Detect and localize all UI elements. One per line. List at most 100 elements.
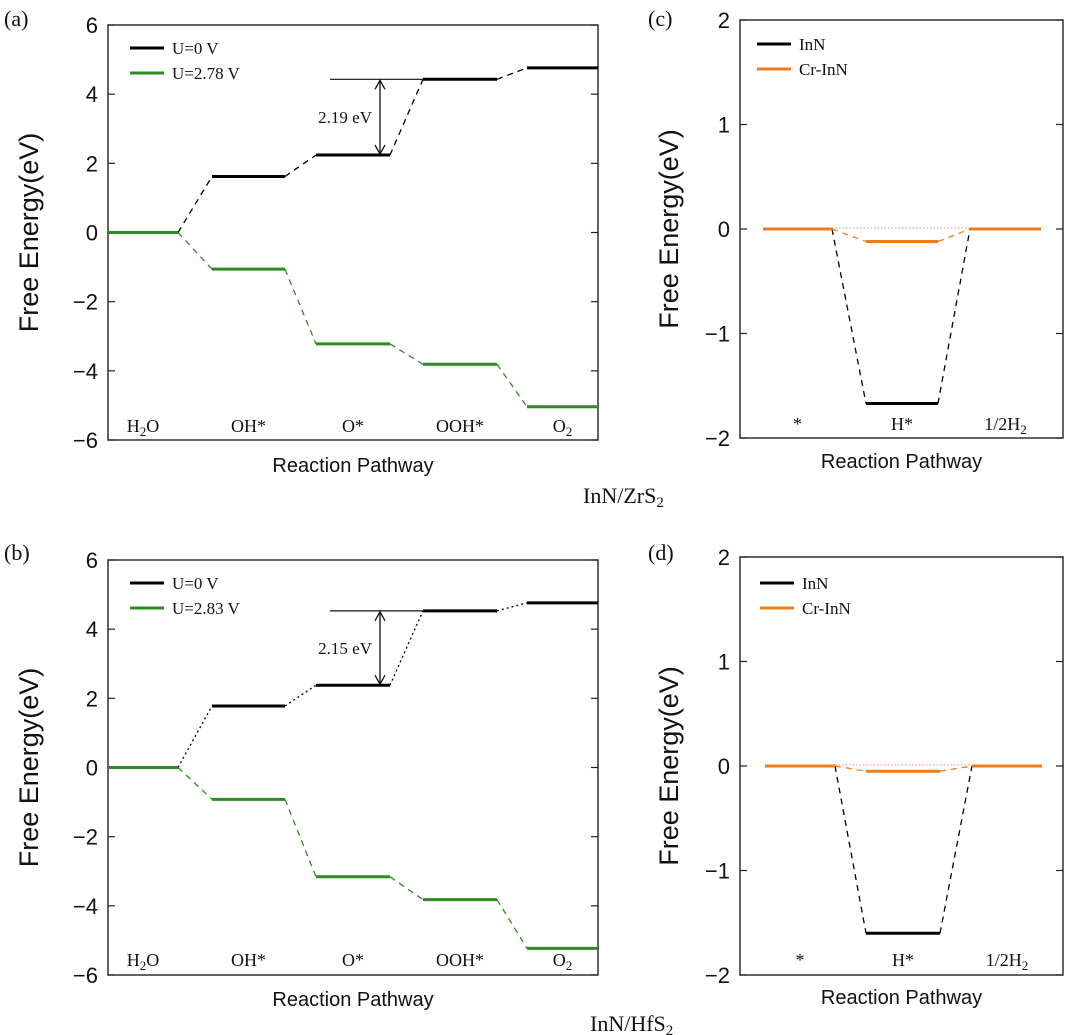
connector-line — [834, 765, 867, 934]
y-tick-label: −1 — [705, 322, 730, 347]
y-tick-label: 0 — [718, 754, 730, 779]
y-tick-label: −2 — [705, 426, 730, 451]
category-label-star: * — [793, 414, 802, 434]
y-tick-label: −6 — [73, 428, 98, 453]
panel-label: (d) — [648, 540, 674, 565]
barrier-annotation: 2.15 eV — [318, 610, 425, 686]
connector-line — [496, 899, 528, 949]
y-tick-label: 2 — [718, 8, 730, 33]
series-cr-inn — [763, 227, 1041, 244]
connector-line — [389, 876, 424, 901]
connector-line — [834, 765, 867, 772]
category-label-1-2h2: 1/2H2 — [984, 414, 1027, 437]
y-tick-label: 2 — [86, 686, 98, 711]
category-label-h2o: H2O — [127, 416, 160, 439]
y-tick-label: −2 — [73, 290, 98, 315]
arrow-head-up — [374, 610, 386, 622]
legend-entry-u-0-v: U=0 V — [172, 574, 219, 593]
legend-entry-u-0-v: U=0 V — [172, 39, 219, 58]
connector-line — [937, 228, 971, 404]
legend: InN Cr-InN — [760, 574, 851, 618]
series-inn — [765, 764, 1042, 935]
y-tick-label: −1 — [705, 859, 730, 884]
category-label-o2: O2 — [553, 416, 573, 439]
legend: InN Cr-InN — [757, 35, 848, 79]
legend-entry-u-2-78-v: U=2.78 V — [172, 64, 241, 83]
connector-line — [831, 228, 867, 243]
panel-label: (c) — [648, 6, 672, 31]
connector-line — [284, 799, 317, 878]
y-tick-label: 1 — [718, 650, 730, 675]
barrier-label: 2.15 eV — [318, 639, 373, 658]
y-tick-label: 4 — [86, 82, 98, 107]
legend-entry-u-2-83-v: U=2.83 V — [172, 599, 241, 618]
y-tick-label: 6 — [86, 13, 98, 38]
category-label-oh: OH* — [231, 950, 266, 970]
panel-label: (b) — [4, 540, 30, 565]
connector-line — [284, 268, 317, 345]
series-cr-inn — [765, 764, 1042, 773]
connector-line — [496, 363, 528, 408]
caption-bottom: InN/HfS2 — [590, 1011, 673, 1035]
category-label-h: H* — [892, 950, 914, 970]
y-tick-label: 0 — [718, 217, 730, 242]
y-tick-label: −2 — [705, 963, 730, 988]
connector-line — [389, 79, 424, 156]
connector-line — [177, 176, 213, 233]
connector-line — [284, 154, 317, 178]
connector-line — [177, 767, 213, 800]
arrow-head-up — [374, 78, 386, 90]
plot-frame — [107, 24, 599, 441]
plot-frame — [107, 559, 599, 976]
y-tick-label: −4 — [73, 359, 98, 384]
legend-entry-cr-inn: Cr-InN — [799, 60, 848, 79]
y-tick-label: 2 — [718, 545, 730, 570]
panel-c: −2 −1 0 1 2 (c) Free Energy(eV) Reaction Pathwa… — [648, 6, 1064, 473]
x-axis-label: Reaction Pathway — [272, 989, 433, 1011]
y-axis-label: Free Energy(eV) — [14, 133, 44, 333]
y-tick-label: 0 — [86, 221, 98, 246]
category-label-ooh: OOH* — [436, 416, 484, 436]
x-axis-label: Reaction Pathway — [821, 987, 982, 1009]
y-tick-label: 6 — [86, 548, 98, 573]
legend: U=0 V U=2.78 V — [130, 39, 241, 83]
connector-line — [284, 684, 317, 707]
series-u-2-78-v — [108, 231, 598, 409]
series-inn — [763, 227, 1041, 406]
y-axis-label: Free Energy(eV) — [654, 129, 684, 329]
connector-line — [389, 610, 424, 686]
legend-entry-inn: InN — [799, 35, 825, 54]
arrow-head-down — [374, 144, 386, 156]
barrier-annotation: 2.19 eV — [318, 78, 425, 156]
connector-line — [389, 343, 424, 365]
y-tick-label: −2 — [73, 825, 98, 850]
y-tick-label: 0 — [86, 756, 98, 781]
category-label-o: O* — [342, 950, 364, 970]
arrow-head-down — [374, 674, 386, 686]
series-u-0-v — [108, 601, 598, 769]
y-tick-label: 2 — [86, 151, 98, 176]
category-label-1-2h2: 1/2H2 — [986, 950, 1029, 973]
category-label-oh: OH* — [231, 416, 266, 436]
panel-label: (a) — [4, 6, 28, 31]
panel-d: −2 −1 0 1 2 (d) Free Energy(eV) Reaction Pathwa… — [648, 540, 1064, 1009]
legend-entry-cr-inn: Cr-InN — [802, 599, 851, 618]
category-label-o2: O2 — [553, 950, 573, 973]
category-label-ooh: OOH* — [436, 950, 484, 970]
panel-b: −6 −4 −2 0 2 4 6 (b) Free Energy(eV) Reaction Pat… — [4, 540, 599, 1011]
y-tick-label: −4 — [73, 894, 98, 919]
connector-line — [939, 765, 973, 934]
connector-line — [496, 67, 528, 80]
category-label-h2o: H2O — [127, 950, 160, 973]
caption-top: InN/ZrS2 — [583, 483, 664, 511]
barrier-label: 2.19 eV — [318, 108, 373, 127]
y-axis-label: Free Energy(eV) — [14, 668, 44, 868]
category-label-o: O* — [342, 416, 364, 436]
panel-a: −6 −4 −2 0 2 4 6 (a) Free Energy(eV) Reaction Pat… — [4, 6, 599, 477]
y-tick-label: 4 — [86, 617, 98, 642]
connector-line — [177, 232, 213, 270]
legend-entry-inn: InN — [802, 574, 828, 593]
x-axis-label: Reaction Pathway — [272, 455, 433, 477]
series-u-2-83-v — [108, 766, 598, 950]
